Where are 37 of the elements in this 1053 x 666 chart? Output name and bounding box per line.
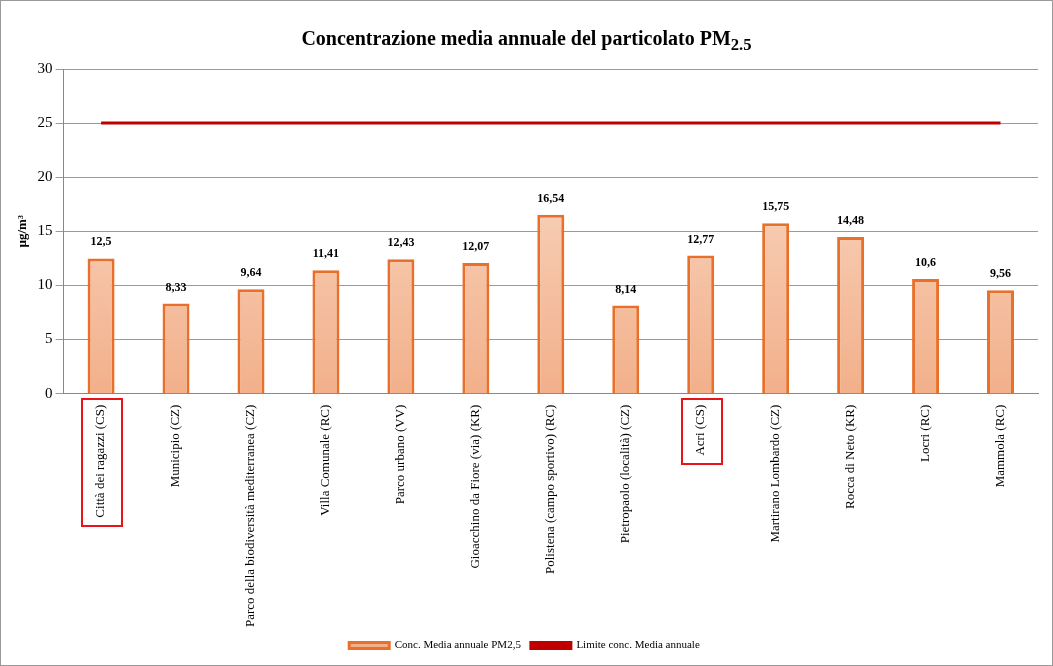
data-label: 10,6 bbox=[915, 255, 937, 270]
chart-title: Concentrazione media annuale del particolato PM$_{2.5}$ bbox=[300, 27, 753, 55]
y-tick-label: 15 bbox=[37, 222, 53, 239]
x-tick-label: Parco della biodiversità mediterranea (CZ) bbox=[242, 404, 258, 628]
y-tick-label: 25 bbox=[37, 114, 53, 131]
y-axis-title: µg/m³ bbox=[14, 215, 30, 248]
y-tick-label: 30 bbox=[37, 59, 53, 76]
x-tick-label: Martirano Lombardo (CZ) bbox=[767, 404, 783, 543]
data-label: 9,64 bbox=[240, 265, 262, 280]
x-tick-label: Locri (RC) bbox=[916, 404, 932, 463]
x-tick-label: Mammola (RC) bbox=[991, 404, 1007, 488]
x-tick-label: Rocca di Neto (KR) bbox=[842, 404, 858, 509]
y-tick-label: 0 bbox=[45, 384, 53, 401]
data-label: 14,48 bbox=[837, 213, 865, 228]
x-tick-label: Gioacchino da Fiore (via) (KR) bbox=[467, 404, 483, 569]
data-label: 16,54 bbox=[537, 190, 565, 205]
data-label: 12,43 bbox=[387, 235, 415, 250]
data-label: 12,77 bbox=[687, 231, 715, 246]
data-label: 11,41 bbox=[312, 246, 340, 261]
x-tick-label: Pietropaolo (località) (CZ) bbox=[617, 404, 633, 544]
y-tick-label: 10 bbox=[37, 276, 53, 293]
x-tick-label: Città dei ragazzi (CS) bbox=[92, 404, 108, 518]
x-tick-label: Municipio (CZ) bbox=[167, 404, 183, 488]
data-label: 8,33 bbox=[165, 279, 187, 294]
legend-label: Limite conc. Media annuale bbox=[576, 638, 700, 651]
x-tick-label: Parco urbano (VV) bbox=[392, 404, 408, 505]
y-tick-label: 20 bbox=[37, 168, 53, 185]
x-tick-label: Acri (CS) bbox=[692, 404, 708, 456]
x-tick-label: Villa Comunale (RC) bbox=[317, 404, 333, 516]
x-tick-label: Polistena (campo sportivo) (RC) bbox=[542, 404, 558, 574]
data-label: 15,75 bbox=[762, 199, 790, 214]
data-label: 9,56 bbox=[990, 266, 1012, 281]
data-label: 12,5 bbox=[90, 234, 112, 249]
data-label: 8,14 bbox=[615, 281, 637, 296]
y-tick-label: 5 bbox=[45, 330, 53, 347]
legend-label: Conc. Media annuale PM2,5 bbox=[394, 638, 522, 651]
data-label: 12,07 bbox=[462, 239, 490, 254]
